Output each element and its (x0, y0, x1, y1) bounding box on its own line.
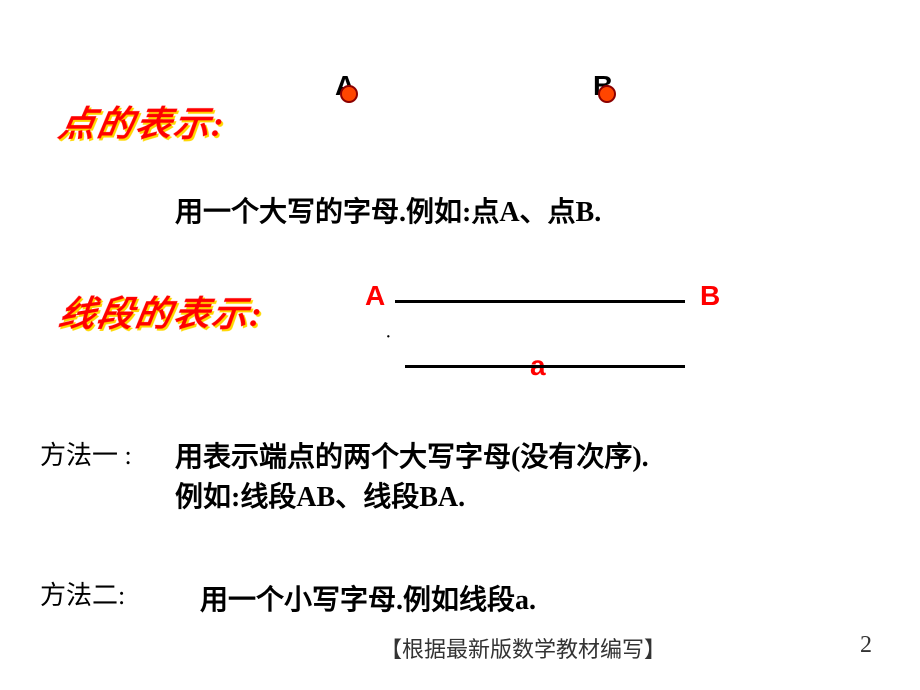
segment-label-b-text: B (700, 280, 720, 311)
method-two-label-text: 方法二: (40, 581, 125, 610)
segment-a-line (405, 365, 685, 368)
segment-label-a-text: A (365, 280, 385, 311)
method-one-label-text: 方法一 : (40, 441, 132, 470)
points-description: 用一个大写的字母.例如:点A、点B. (175, 190, 601, 230)
dot-mark-text: · (385, 326, 392, 348)
segment-ab-line (395, 300, 685, 303)
method-one-line1-text: 用表示端点的两个大写字母(没有次序). (175, 442, 649, 473)
method-one-label: 方法一 : (40, 435, 132, 472)
method-two-label: 方法二: (40, 575, 125, 612)
method-one-line2-text: 例如:线段AB、线段BA. (175, 482, 465, 513)
heading-points-text: 点的表示: (56, 104, 228, 144)
method-two-text-content: 用一个小写字母.例如线段a. (200, 585, 536, 616)
heading-segment-representation: 线段的表示: (55, 286, 266, 337)
heading-segment-text: 线段的表示: (55, 294, 265, 334)
points-description-text: 用一个大写的字母.例如:点A、点B. (175, 197, 601, 228)
heading-points-representation: 点的表示: (55, 96, 228, 147)
segment-label-a: A (365, 280, 385, 312)
footer-note: 【根据最新版数学教材编写】 (380, 632, 666, 664)
method-two-text: 用一个小写字母.例如线段a. (200, 578, 536, 618)
point-a-dot (340, 85, 358, 103)
method-one-line1: 用表示端点的两个大写字母(没有次序). (175, 435, 649, 475)
dot-mark: · (385, 326, 392, 349)
method-one-line2: 例如:线段AB、线段BA. (175, 475, 465, 515)
page-number: 2 (860, 632, 872, 659)
footer-note-text: 【根据最新版数学教材编写】 (380, 637, 666, 662)
segment-label-b: B (700, 280, 720, 312)
page-number-text: 2 (860, 632, 872, 658)
point-b-dot (598, 85, 616, 103)
